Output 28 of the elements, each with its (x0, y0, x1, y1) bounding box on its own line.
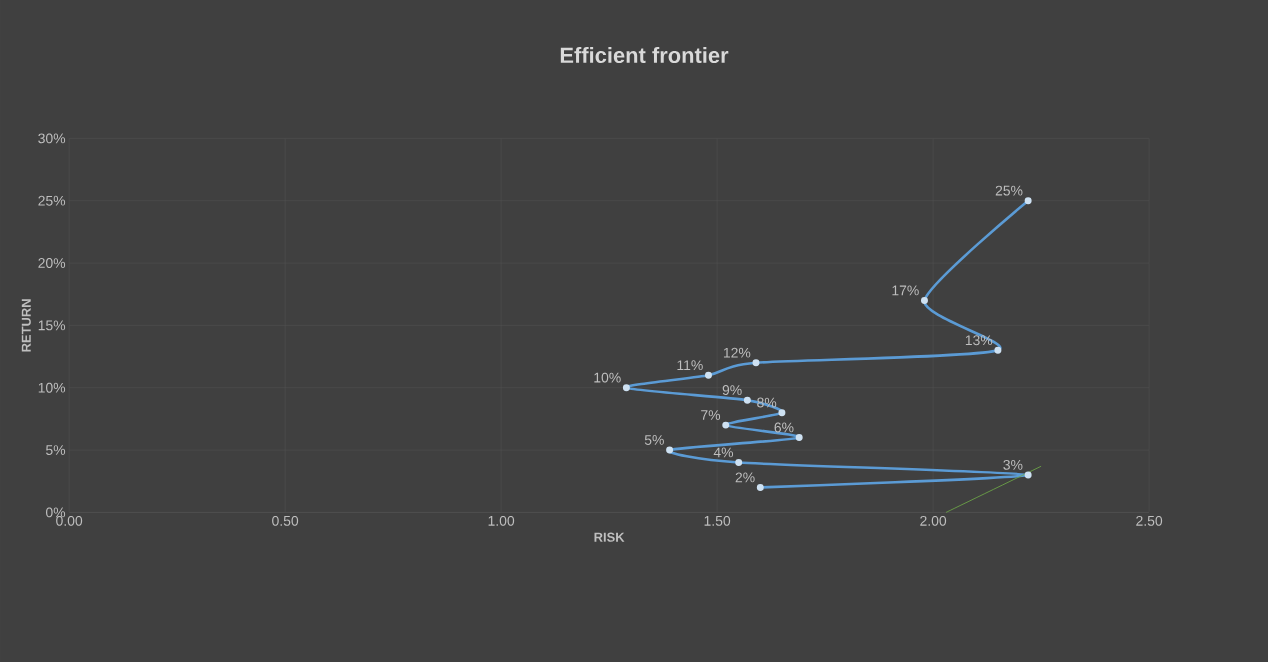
x-tick-label: 1.00 (488, 515, 515, 526)
data-label: 12% (723, 347, 751, 358)
data-label: 2% (735, 472, 755, 483)
data-label: 5% (644, 435, 664, 445)
y-axis-title: RETURN (21, 299, 31, 352)
y-tick-label: 5% (46, 445, 66, 455)
y-tick-label: 25% (38, 195, 66, 206)
y-tick-label: 10% (38, 382, 66, 393)
data-label: 3% (1003, 459, 1023, 470)
x-tick-label: 0.50 (272, 515, 299, 526)
x-tick-label: 0.00 (56, 515, 83, 526)
y-tick-label: 0% (46, 507, 66, 518)
x-axis-title: RISK (594, 532, 625, 542)
data-label: 11% (677, 360, 703, 371)
y-tick-label: 15% (38, 320, 66, 331)
x-tick-label: 1.50 (704, 515, 731, 526)
data-label: 6% (774, 422, 794, 433)
x-tick-label: 2.00 (920, 515, 947, 526)
x-tick-label: 2.50 (1136, 515, 1163, 526)
data-label: 17% (892, 285, 919, 296)
data-label: 25% (995, 185, 1023, 196)
y-tick-label: 20% (38, 258, 66, 268)
data-label: 7% (701, 410, 721, 420)
chart-title: Efficient frontier (560, 46, 729, 64)
data-label: 4% (713, 447, 734, 458)
data-label: 10% (594, 372, 621, 383)
data-label: 9% (722, 385, 742, 396)
y-tick-label: 30% (38, 133, 66, 144)
